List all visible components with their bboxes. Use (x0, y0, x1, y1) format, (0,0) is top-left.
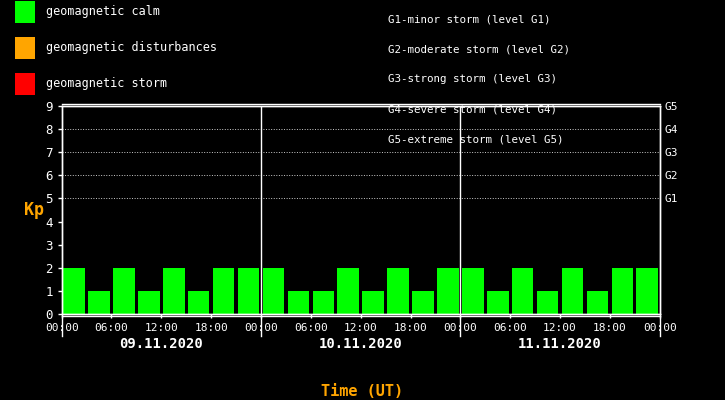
Bar (437, 268, 459, 314)
Bar (113, 268, 135, 314)
Bar (387, 268, 409, 314)
Bar (587, 291, 608, 314)
Bar (238, 268, 260, 314)
Bar (213, 268, 234, 314)
Bar (462, 268, 484, 314)
Text: G5-extreme storm (level G5): G5-extreme storm (level G5) (388, 134, 563, 144)
Text: G4-severe storm (level G4): G4-severe storm (level G4) (388, 104, 557, 114)
Bar (138, 291, 160, 314)
Bar (362, 291, 384, 314)
Bar (487, 291, 508, 314)
Text: geomagnetic disturbances: geomagnetic disturbances (46, 42, 217, 54)
Bar (188, 291, 210, 314)
Bar (337, 268, 359, 314)
Bar (512, 268, 534, 314)
Y-axis label: Kp: Kp (24, 201, 44, 219)
Bar (88, 291, 109, 314)
Bar (163, 268, 185, 314)
Text: geomagnetic calm: geomagnetic calm (46, 6, 160, 18)
Text: G1-minor storm (level G1): G1-minor storm (level G1) (388, 14, 550, 24)
Bar (612, 268, 633, 314)
Text: geomagnetic storm: geomagnetic storm (46, 78, 167, 90)
Bar (536, 291, 558, 314)
Text: G3-strong storm (level G3): G3-strong storm (level G3) (388, 74, 557, 84)
Bar (413, 291, 434, 314)
Bar (637, 268, 658, 314)
Text: G2-moderate storm (level G2): G2-moderate storm (level G2) (388, 44, 570, 54)
Text: 09.11.2020: 09.11.2020 (120, 337, 203, 351)
Bar (63, 268, 85, 314)
Text: Time (UT): Time (UT) (321, 384, 404, 400)
Bar (262, 268, 284, 314)
Bar (288, 291, 309, 314)
Bar (562, 268, 584, 314)
Text: 11.11.2020: 11.11.2020 (518, 337, 602, 351)
Bar (312, 291, 334, 314)
Text: 10.11.2020: 10.11.2020 (319, 337, 402, 351)
